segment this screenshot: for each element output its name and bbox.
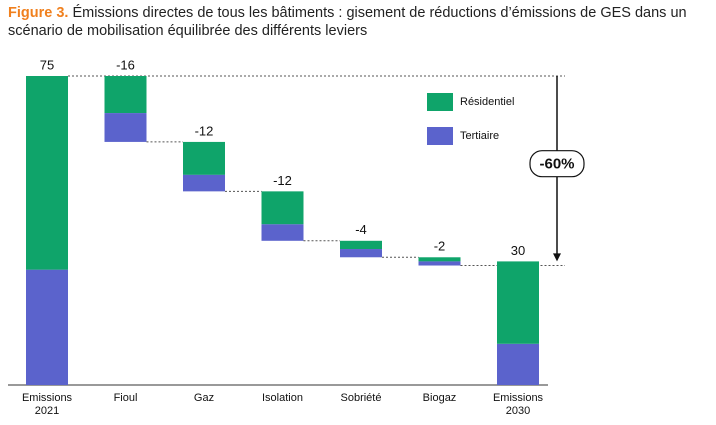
bar-segment <box>104 113 147 142</box>
x-tick-label: Emissions 2030 <box>492 392 544 417</box>
bar-segment <box>340 240 382 250</box>
bar-segment <box>26 76 68 270</box>
value-label: -2 <box>434 239 446 254</box>
bar-segment <box>497 343 539 385</box>
bar-segment <box>261 191 304 225</box>
chart-title: Émissions directes de tous les bâtiments… <box>8 5 687 39</box>
x-tick-label: Biogaz <box>422 392 457 404</box>
bar-segment <box>26 269 68 385</box>
annotation-box <box>529 150 585 178</box>
bar-segment <box>183 141 225 175</box>
bar-segment <box>261 224 304 241</box>
bar-segment <box>340 249 382 258</box>
figure-label: Figure 3. <box>8 5 69 21</box>
value-label: -12 <box>195 123 214 138</box>
bar-segment <box>183 174 225 192</box>
legend-swatch <box>427 127 453 145</box>
value-label: 30 <box>511 243 525 258</box>
arrow-head <box>553 253 561 262</box>
x-tick-label: Fioul <box>113 392 138 404</box>
bar-segment <box>418 261 461 266</box>
value-label: -16 <box>116 57 135 72</box>
bar-segment <box>497 261 539 344</box>
x-tick-label: Sobriété <box>340 392 382 404</box>
value-label: -12 <box>273 173 292 188</box>
annotation: -60% <box>539 156 574 173</box>
legend-swatch <box>427 93 453 111</box>
x-tick-label: Gaz <box>193 392 215 404</box>
legend-label: Résidentiel <box>460 96 514 108</box>
bar-segment <box>418 257 461 262</box>
title-block: Figure 3. Émissions directes de tous les … <box>8 4 708 40</box>
value-label: 75 <box>40 57 54 72</box>
x-tick-label: Isolation <box>262 392 303 404</box>
legend-label: Tertiaire <box>460 130 499 142</box>
x-tick-label: Emissions 2021 <box>21 392 73 417</box>
bar-segment <box>104 76 147 114</box>
value-label: -4 <box>355 222 367 237</box>
